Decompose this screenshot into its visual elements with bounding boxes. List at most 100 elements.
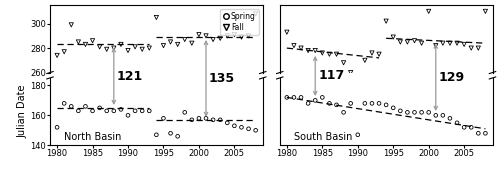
Point	[290, 96, 298, 99]
Point	[124, 114, 132, 117]
Point	[88, 109, 96, 112]
Point	[60, 50, 68, 53]
Point	[318, 96, 326, 99]
Text: 117: 117	[318, 69, 344, 82]
Point	[244, 127, 252, 130]
Point	[202, 34, 210, 37]
Point	[202, 117, 210, 120]
Point	[361, 59, 369, 62]
Point	[216, 37, 224, 40]
Point	[283, 31, 291, 34]
Point	[311, 49, 319, 52]
Point	[332, 103, 340, 106]
Point	[453, 42, 461, 45]
Point	[74, 109, 82, 112]
Point	[131, 109, 139, 112]
Point	[346, 71, 354, 74]
Point	[439, 114, 447, 117]
Point	[418, 111, 426, 114]
Point	[432, 114, 440, 117]
Point	[174, 135, 182, 138]
Point	[354, 86, 362, 89]
Point	[368, 52, 376, 54]
Point	[138, 48, 146, 51]
Point	[354, 133, 362, 136]
Point	[290, 44, 298, 47]
Point	[404, 41, 411, 43]
Point	[195, 33, 203, 36]
Point	[102, 109, 110, 112]
Text: 129: 129	[439, 71, 465, 84]
Point	[88, 39, 96, 42]
Point	[160, 44, 168, 47]
Y-axis label: Julian Date: Julian Date	[17, 85, 27, 138]
Point	[68, 23, 76, 26]
Point	[453, 121, 461, 124]
Point	[432, 44, 440, 47]
Point	[180, 38, 188, 41]
Point	[252, 12, 260, 15]
Point	[230, 33, 238, 36]
Point	[467, 126, 475, 129]
Point	[110, 47, 118, 50]
Point	[82, 43, 90, 46]
Point	[146, 47, 154, 50]
Point	[389, 36, 397, 38]
Point	[368, 102, 376, 105]
Point	[361, 102, 369, 105]
Point	[297, 47, 305, 50]
Point	[82, 105, 90, 108]
Point	[404, 111, 411, 114]
Point	[244, 34, 252, 37]
Point	[188, 42, 196, 45]
Point	[160, 117, 168, 120]
Point	[482, 132, 490, 135]
Text: North Basin: North Basin	[64, 132, 122, 142]
Point	[418, 42, 426, 45]
Point	[238, 126, 246, 129]
Point	[460, 126, 468, 129]
Point	[467, 47, 475, 50]
Point	[110, 109, 118, 112]
Point	[382, 20, 390, 23]
Point	[389, 106, 397, 109]
Point	[446, 117, 454, 120]
Point	[332, 53, 340, 56]
Point	[96, 46, 104, 48]
Point	[188, 118, 196, 121]
Point	[340, 111, 347, 114]
Point	[209, 118, 217, 121]
Point	[238, 36, 246, 38]
Legend: Spring, Fall: Spring, Fall	[220, 9, 259, 35]
Point	[318, 52, 326, 54]
Point	[102, 48, 110, 51]
Point	[224, 34, 232, 37]
Point	[53, 54, 61, 57]
Point	[252, 129, 260, 132]
Point	[283, 96, 291, 99]
Point	[340, 61, 347, 64]
Point	[326, 102, 334, 105]
Point	[375, 102, 383, 105]
Point	[131, 46, 139, 48]
Point	[152, 133, 160, 136]
Point	[474, 47, 482, 50]
Point	[304, 102, 312, 105]
Text: South Basin: South Basin	[294, 132, 352, 142]
Point	[146, 109, 154, 112]
Point	[117, 43, 125, 46]
Point	[60, 102, 68, 105]
Point	[166, 132, 174, 135]
Point	[138, 109, 146, 112]
Point	[410, 39, 418, 42]
Point	[460, 43, 468, 46]
Point	[74, 41, 82, 43]
Point	[346, 102, 354, 105]
Text: 135: 135	[209, 72, 235, 85]
Point	[152, 16, 160, 19]
Point	[375, 53, 383, 56]
Point	[53, 126, 61, 129]
Point	[446, 42, 454, 45]
Text: 121: 121	[117, 70, 143, 83]
Point	[297, 96, 305, 99]
